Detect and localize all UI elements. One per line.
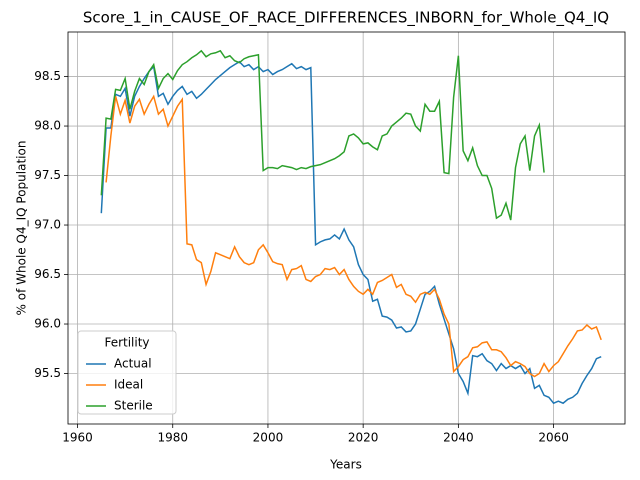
data-line [105,94,602,378]
x-tick-label: 1960 [62,431,93,445]
y-tick-label: 97.0 [34,218,61,232]
y-tick-label: 95.5 [34,366,61,380]
y-tick-label: 98.0 [34,119,61,133]
y-tick-label: 96.5 [34,267,61,281]
legend: Fertility Actual Ideal Sterile [77,330,177,415]
x-tick-label: 2020 [348,431,379,445]
data-line [100,49,545,221]
legend-label: Sterile [114,399,153,413]
data-line [100,60,602,405]
x-tick-label: 2040 [443,431,474,445]
y-tick-label: 98.5 [34,69,61,83]
plot-frame [67,31,626,425]
x-tick-label: 2000 [253,431,284,445]
x-tick-label: 2060 [538,431,569,445]
y-axis-label: % of Whole Q4_IQ Population [15,141,29,316]
legend-box [77,330,177,415]
chart-title: Score_1_in_CAUSE_OF_RACE_DIFFERENCES_INB… [83,9,609,28]
y-tick-label: 97.5 [34,168,61,182]
legend-title: Fertility [104,336,149,350]
x-tick-label: 1980 [157,431,188,445]
legend-label: Ideal [114,378,143,392]
y-tick-label: 96.0 [34,317,61,331]
x-axis-label: Years [329,458,362,472]
legend-label: Actual [114,357,152,371]
